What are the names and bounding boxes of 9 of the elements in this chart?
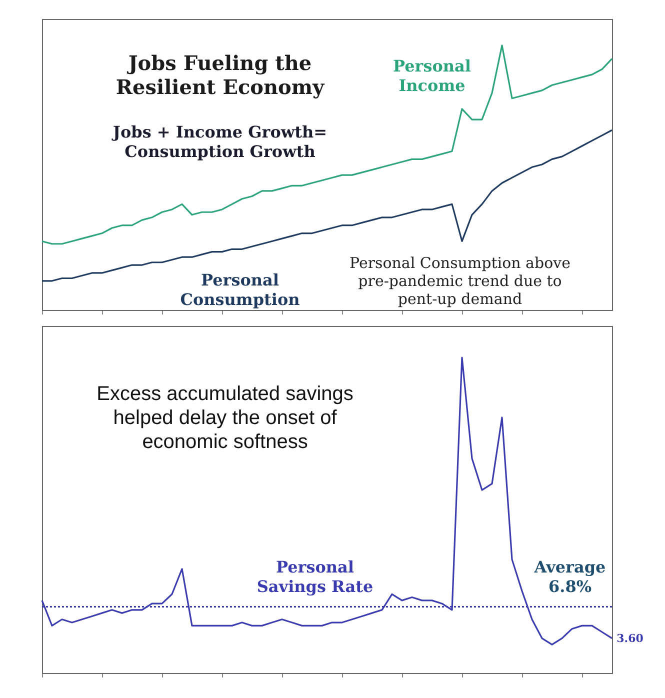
annotation: Jobs + Income Growth= Consumption Growth: [110, 122, 328, 161]
series-label: Personal Income: [393, 56, 471, 95]
annotation: Personal Consumption above pre-pandemic trend due to pent-up demand: [350, 254, 571, 308]
annotation: Excess accumulated savings helped delay the onset of economic softness: [96, 383, 354, 453]
series-label: Personal Savings Rate: [256, 558, 374, 596]
text: 3.60: [616, 632, 644, 645]
text: Jobs Fueling the Resilient Economy: [116, 51, 326, 99]
series-label: Personal Consumption: [180, 270, 300, 309]
ref-line-label: Average 6.8%: [533, 558, 606, 596]
